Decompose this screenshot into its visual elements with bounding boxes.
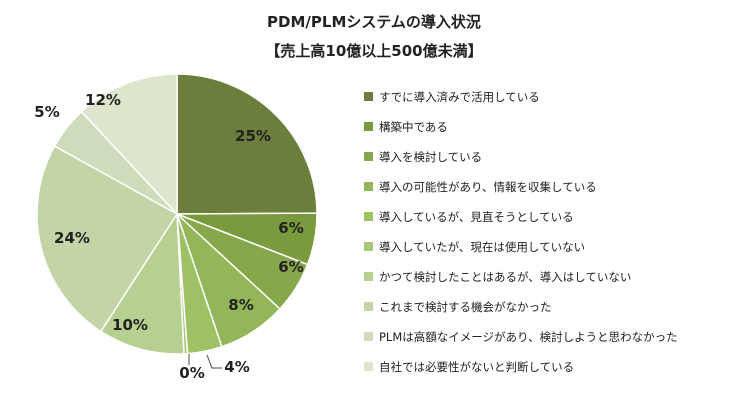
legend-swatch [364, 272, 373, 281]
slice-value-label: 0% [179, 364, 204, 382]
legend-swatch [364, 122, 373, 131]
slice-value-label: 6% [278, 258, 303, 276]
legend-swatch [364, 362, 373, 371]
leader-line [206, 354, 222, 369]
legend-label: これまで検討する機会がなかった [379, 300, 552, 314]
slice-labels: 25% 6% 6% 8% 4% 0% 10% 24% 5% 12% [34, 91, 303, 382]
pie-slice [99, 211, 185, 355]
pie-slice [80, 73, 178, 216]
legend-label: 導入していたが、現在は使用していない [379, 240, 585, 254]
legend: すでに導入済みで活用している構築中である導入を検討している導入の可能性があり、情… [364, 90, 678, 374]
legend-label: かつて検討したことはあるが、導入はしていない [379, 270, 631, 284]
legend-swatch [364, 182, 373, 191]
slice-value-label: 8% [228, 296, 253, 314]
pie-slice [36, 145, 179, 333]
slice-value-label: 10% [112, 316, 148, 334]
pie-slices [36, 73, 318, 355]
slice-value-label: 5% [34, 103, 59, 121]
slice-value-label: 6% [278, 219, 303, 237]
legend-swatch [364, 152, 373, 161]
legend-label: 導入の可能性があり、情報を収集している [379, 180, 597, 194]
legend-label: 導入を検討している [379, 150, 482, 164]
legend-swatch [364, 302, 373, 311]
slice-value-label: 25% [235, 127, 271, 145]
chart-subtitle: 【売上高10億以上500億未満】 [265, 42, 482, 60]
chart-title: PDM/PLMシステムの導入状況 [267, 13, 481, 31]
slice-value-label: 12% [85, 91, 121, 109]
slice-value-label: 24% [54, 229, 90, 247]
legend-label: 導入しているが、見直そうとしている [379, 210, 574, 224]
legend-label: PLMは高額なイメージがあり、検討しようと思わなかった [379, 330, 678, 344]
legend-swatch [364, 242, 373, 251]
legend-label: 自社では必要性がないと判断している [379, 360, 574, 374]
legend-swatch [364, 92, 373, 101]
slice-value-label: 4% [224, 358, 249, 376]
legend-label: 構築中である [379, 120, 448, 134]
legend-label: すでに導入済みで活用している [379, 90, 540, 104]
legend-swatch [364, 332, 373, 341]
pie-slice [176, 73, 318, 215]
legend-swatch [364, 212, 373, 221]
